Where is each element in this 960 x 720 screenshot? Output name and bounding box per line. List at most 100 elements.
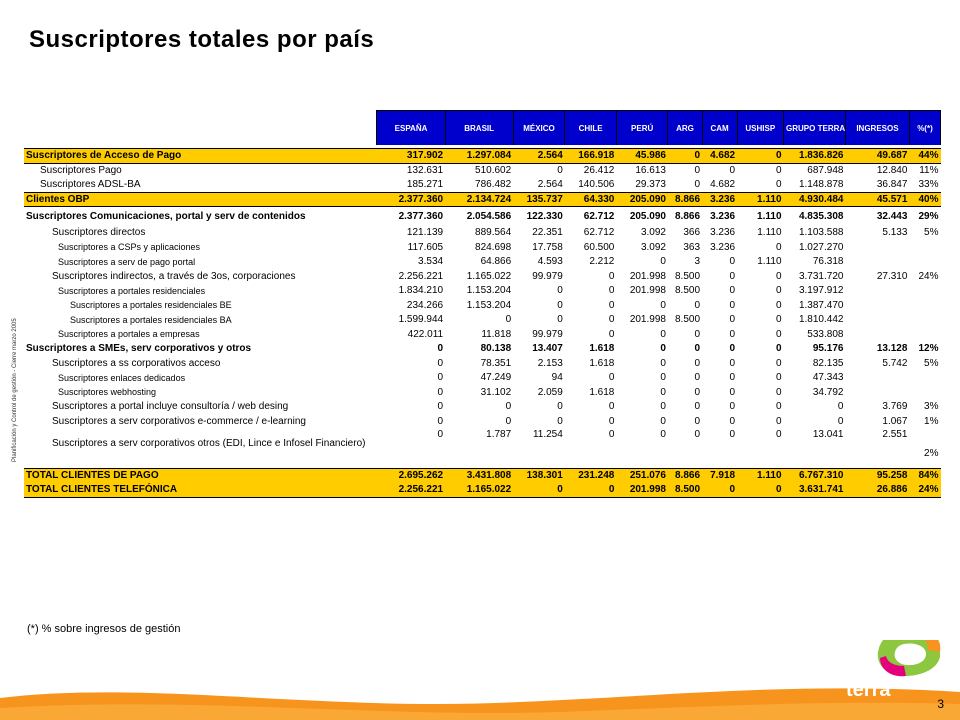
cell-value: 5.742	[882, 357, 908, 369]
cell-value: 3.236	[710, 210, 736, 222]
row-label: Suscriptores a serv de pago portal	[58, 256, 196, 267]
cell-value: 1.153.204	[466, 299, 512, 311]
cell-value: 1.110	[757, 256, 782, 268]
cell-value: 99.979	[532, 270, 563, 282]
cell-value: 0	[557, 299, 563, 311]
cell-value: 1.165.022	[466, 270, 512, 282]
cell-value: 889.564	[475, 227, 512, 239]
cell-value: 2.377.360	[376, 192, 446, 207]
cell-value: 0	[660, 357, 666, 369]
cell-value: 8.866	[674, 210, 701, 222]
cell-value: 205.090	[616, 192, 668, 207]
cell-value: 0	[729, 270, 736, 282]
cell-value: 0	[437, 428, 444, 440]
cell-value: 0	[608, 372, 615, 384]
cell-value: 1.110	[737, 192, 784, 207]
cell-value: 1.297.084	[445, 148, 514, 164]
col-header: CAM	[701, 110, 738, 145]
cell-value: 0	[437, 386, 444, 398]
cell-value: 0	[660, 401, 666, 413]
cell-value: 0	[608, 270, 615, 282]
cell-value: 0	[775, 357, 782, 369]
cell-value: 0	[837, 401, 844, 413]
cell-value: 0	[437, 357, 444, 369]
cell-value: 3.236	[702, 192, 738, 207]
col-header: MÉXICO	[512, 110, 566, 145]
cell-value: 0	[729, 357, 736, 369]
cell-value: 510.602	[475, 165, 512, 176]
cell-value: 0	[437, 415, 444, 427]
cell-value: 3.092	[640, 227, 666, 239]
row-label: Suscriptores a portales residenciales BA	[70, 314, 232, 325]
cell-value: 2.212	[589, 256, 615, 268]
cell-value: 0	[837, 415, 844, 427]
cell-value: 0	[775, 241, 782, 253]
cell-value: 0	[660, 428, 666, 440]
cell-value: 0	[505, 401, 512, 413]
cell-value	[845, 371, 909, 386]
cell-value: 201.998	[629, 270, 666, 282]
cell-value	[845, 298, 909, 313]
cell-value: 687.948	[807, 165, 844, 176]
cell-value: 0	[557, 314, 563, 326]
cell-value: 0	[729, 285, 736, 297]
cell-value: 0	[694, 165, 701, 176]
cell-value: 0	[729, 328, 736, 340]
cell-value: 132.631	[406, 165, 444, 176]
col-header: PERÚ	[615, 110, 669, 145]
row-label: Suscriptores directos	[52, 227, 146, 239]
cell-value: 0	[694, 415, 701, 427]
cell-value	[845, 284, 909, 299]
table-row: Clientes OBP 2.377.360 2.134.724 135.737 64.…	[24, 192, 941, 207]
cell-value: 0	[660, 328, 666, 340]
cell-value: 13.041	[812, 428, 844, 440]
row-label: Suscriptores a portales residenciales	[58, 285, 206, 296]
cell-value: 0	[729, 256, 736, 268]
table-row: TOTAL CLIENTES TELEFÓNICA 2.256.221 1.165.…	[24, 482, 941, 498]
cell-value: 47.343	[812, 372, 844, 384]
orange-wave	[0, 688, 960, 720]
cell-value: 0	[775, 415, 782, 427]
cell-value: 99.979	[532, 328, 563, 340]
cell-value: 47.249	[480, 372, 512, 384]
cell-value: 824.698	[475, 241, 512, 253]
col-header: GRUPO TERRA	[783, 110, 846, 145]
table-row: Suscriptores directos 121.139 889.564 22.35…	[24, 226, 941, 241]
cell-value: 95.176	[812, 343, 844, 355]
cell-value: 4.682	[702, 177, 738, 193]
cell-value	[909, 240, 940, 255]
cell-value: 13.128	[876, 343, 908, 355]
cell-value: 13.407	[532, 343, 563, 355]
cell-value	[845, 385, 909, 400]
cell-value: 1.834.210	[398, 285, 444, 297]
cell-value: 0	[557, 285, 563, 297]
cell-value: 2.153	[537, 357, 563, 369]
cell-value	[909, 313, 940, 328]
table-row: Suscriptores a serv corporativos otros (…	[24, 429, 941, 459]
table-row: Suscriptores a portales residenciales BA…	[24, 313, 941, 328]
cell-value: 0	[694, 343, 701, 355]
cell-value: 22.351	[532, 227, 563, 239]
cell-value: 0	[702, 482, 738, 498]
cell-value: 12%	[918, 343, 939, 355]
cell-value: 4.682	[702, 148, 738, 164]
cell-value: 1.836.826	[783, 148, 846, 164]
cell-value: 0	[608, 428, 615, 440]
cell-value: 0	[775, 314, 782, 326]
table-row: TOTAL CLIENTES DE PAGO 2.695.262 3.431.808…	[24, 467, 941, 483]
cell-value: 1.148.878	[783, 177, 846, 193]
cell-value: 0	[437, 372, 444, 384]
cell-value: 33%	[909, 177, 941, 193]
cell-value: 3.769	[882, 401, 908, 413]
cell-value: 0	[694, 401, 701, 413]
cell-value: 0	[729, 401, 736, 413]
cell-value: 0	[775, 386, 782, 398]
cell-value: 8.866	[667, 192, 703, 207]
cell-value: 64.330	[564, 192, 617, 207]
cell-value: 0	[608, 328, 615, 340]
cell-value: 0	[694, 328, 701, 340]
cell-value: 32.443	[876, 210, 908, 222]
cell-value: 201.998	[629, 314, 666, 326]
col-header: USHISP	[736, 110, 785, 145]
row-label: Suscriptores Pago	[40, 165, 122, 176]
